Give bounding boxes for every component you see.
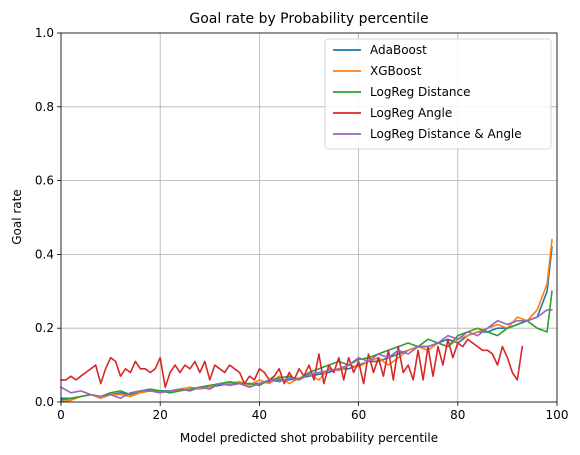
y-tick-label: 0.2 — [35, 321, 54, 335]
legend-label-logreg-distance-angle: LogReg Distance & Angle — [370, 127, 522, 141]
chart-title: Goal rate by Probability percentile — [189, 11, 428, 27]
y-tick-label: 0.0 — [35, 395, 54, 409]
y-axis-label: Goal rate — [10, 189, 24, 245]
legend-label-logreg-distance: LogReg Distance — [370, 85, 471, 99]
series-line-logreg-angle — [60, 338, 524, 389]
y-tick-label: 0.8 — [35, 100, 54, 114]
legend-label-xgboost: XGBoost — [370, 64, 422, 78]
x-tick-label: 40 — [252, 408, 267, 422]
x-axis-ticks: 0 20 40 60 80 100 — [57, 402, 568, 422]
plot-frame — [60, 32, 558, 403]
y-tick-label: 1.0 — [35, 26, 54, 40]
x-tick-label: 100 — [546, 408, 569, 422]
series-line-logreg-distance-angle — [60, 308, 553, 400]
x-tick-label: 60 — [351, 408, 366, 422]
series-layer — [60, 238, 553, 403]
legend-label-logreg-angle: LogReg Angle — [370, 106, 452, 120]
x-tick-label: 80 — [450, 408, 465, 422]
x-axis-label: Model predicted shot probability percent… — [180, 431, 438, 445]
legend-box — [324, 38, 552, 150]
y-tick-label: 0.4 — [35, 247, 54, 261]
x-tick-label: 20 — [153, 408, 168, 422]
y-tick-label: 0.6 — [35, 174, 54, 188]
y-axis-ticks: 0.0 0.2 0.4 0.6 0.8 1.0 — [35, 26, 61, 409]
legend-label-adaboost: AdaBoost — [370, 43, 427, 57]
legend: AdaBoost XGBoost LogReg Distance LogReg Ang… — [324, 38, 552, 150]
x-tick-label: 0 — [57, 408, 65, 422]
